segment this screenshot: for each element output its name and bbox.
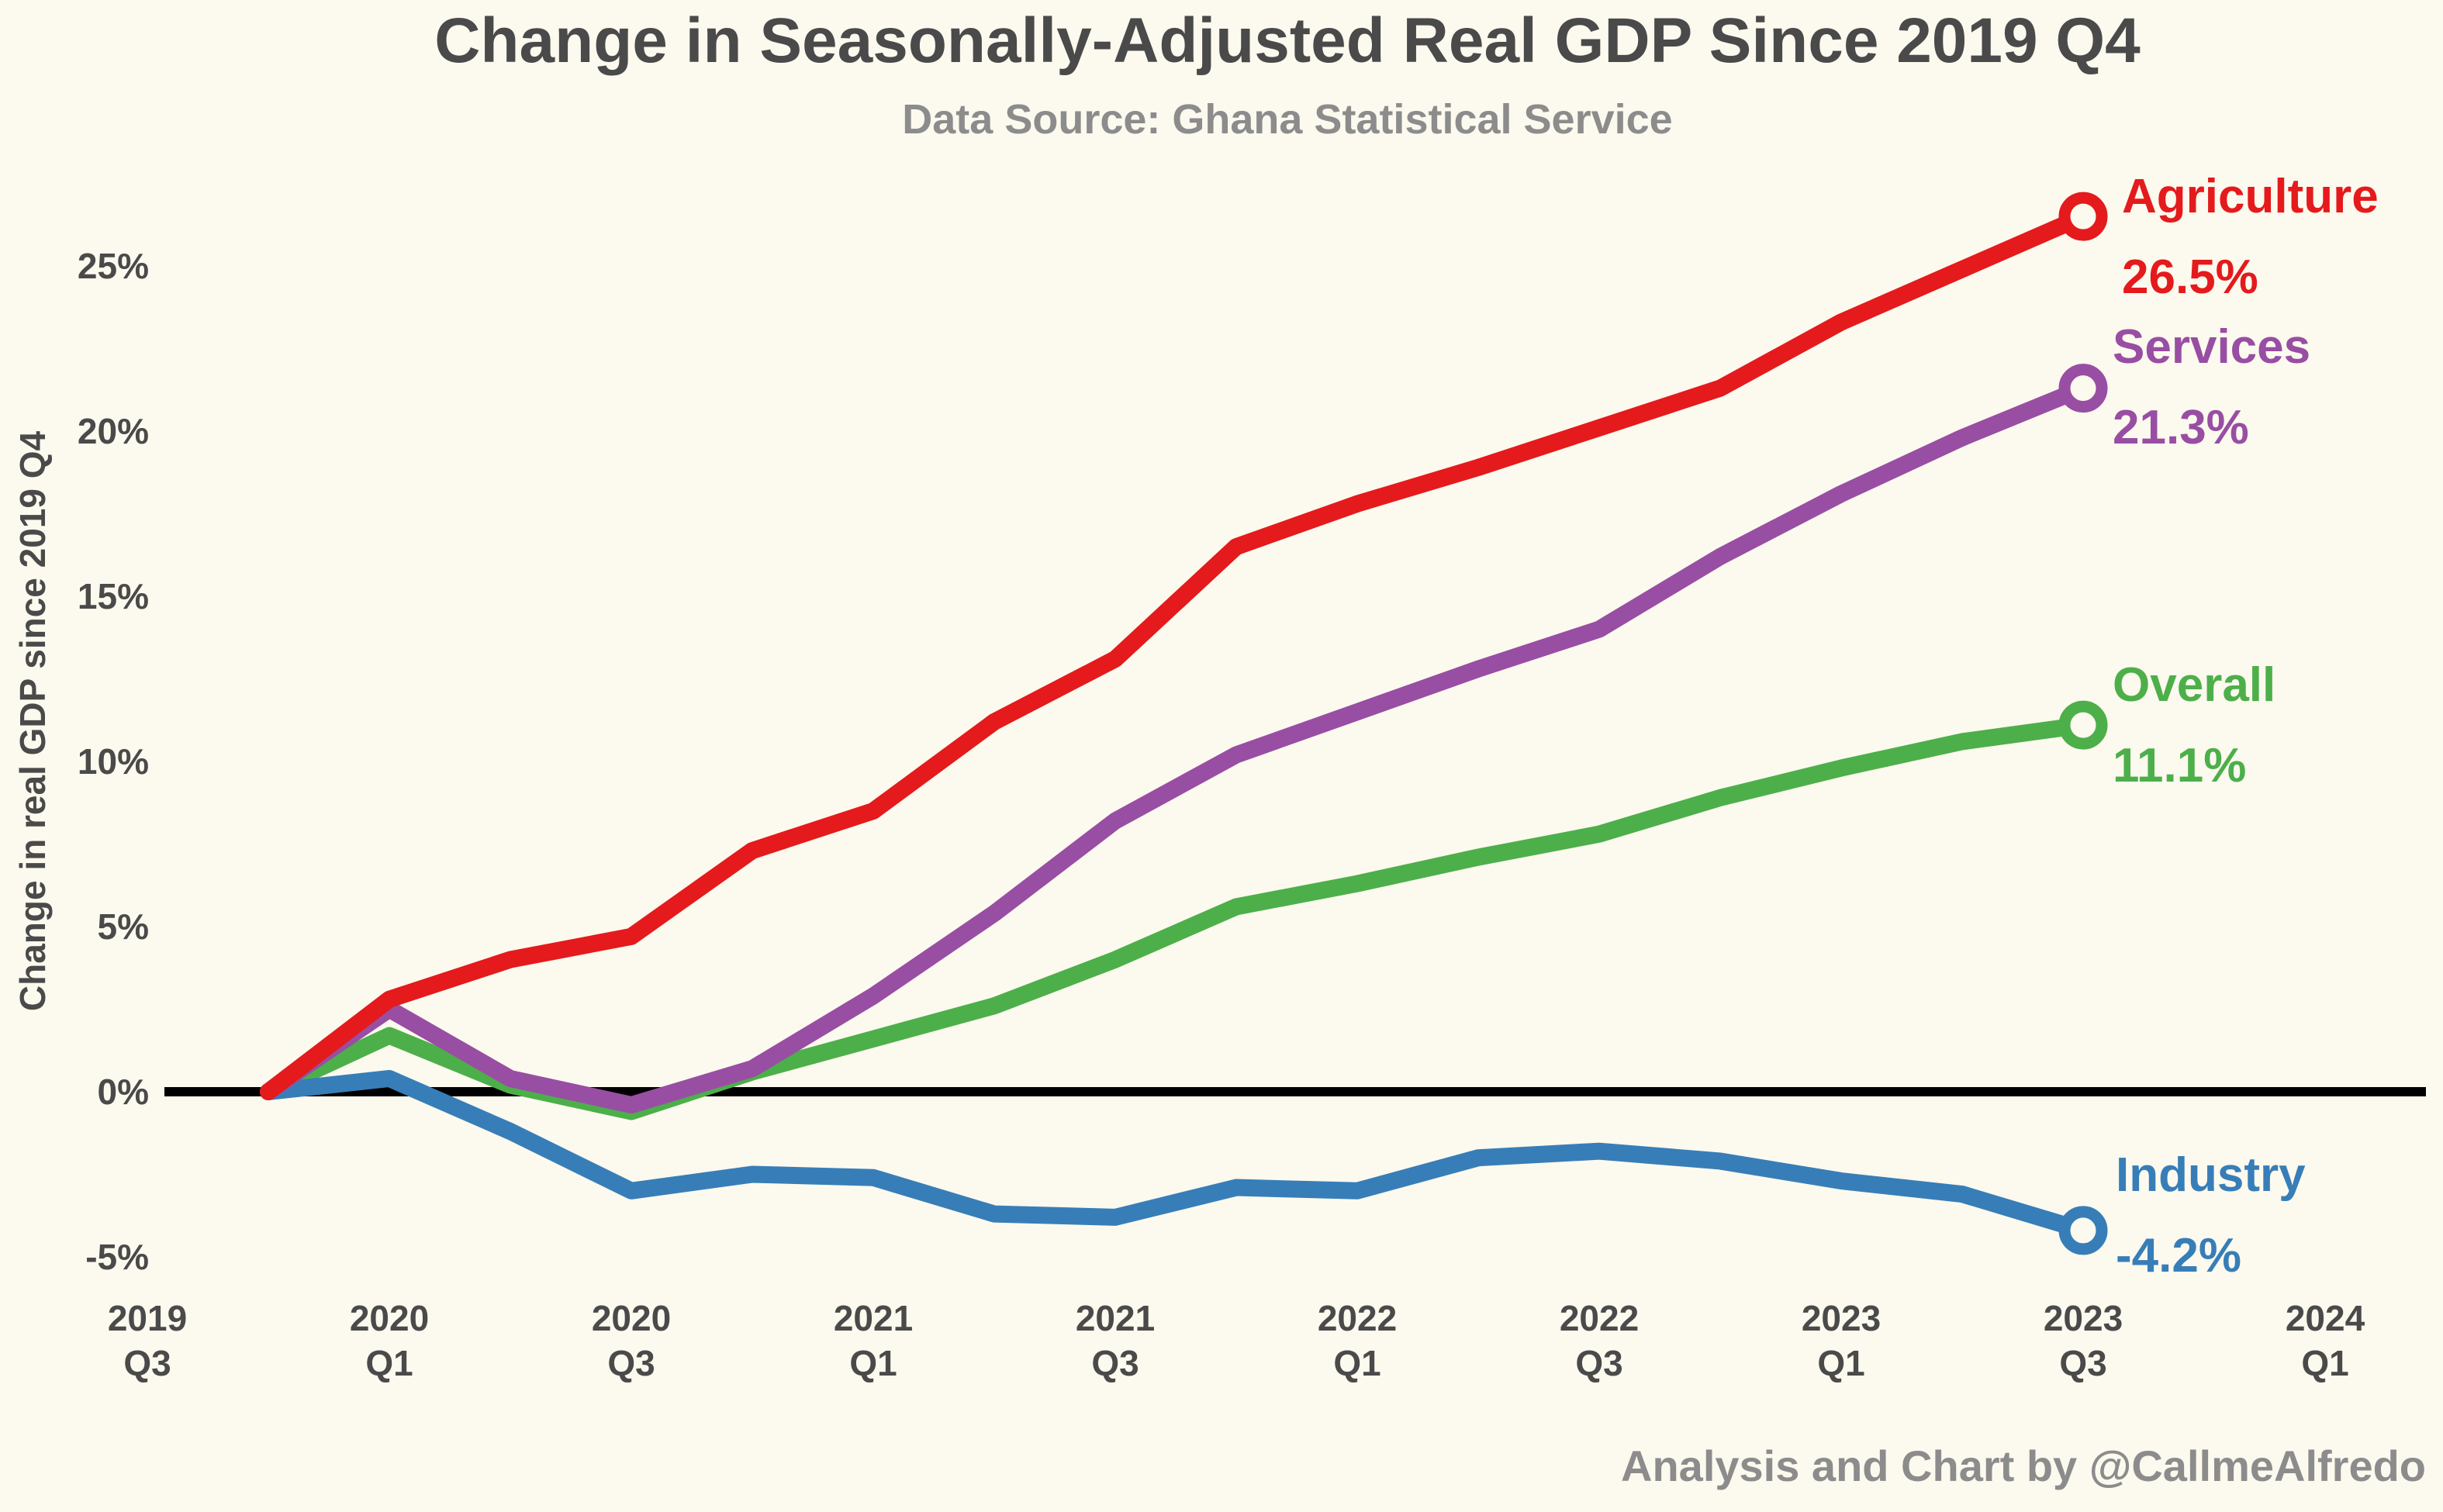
x-tick-label: 2023 Q1 <box>1802 1298 1881 1383</box>
series-line-industry <box>260 1069 2092 1239</box>
series-end-marker-services <box>2058 364 2108 413</box>
end-label-value-industry: -4.2% <box>2116 1229 2241 1282</box>
series-line-services <box>260 379 2092 1114</box>
y-axis-ticks: -5% 0% 5% 10% 15% 20% 25% <box>78 246 149 1277</box>
y-tick-label: 25% <box>78 246 149 286</box>
chart-title: Change in Seasonally-Adjusted Real GDP S… <box>434 5 2141 76</box>
x-tick-label: 2022 Q1 <box>1318 1298 1397 1383</box>
y-tick-label: 10% <box>78 741 149 782</box>
chart-subtitle: Data Source: Ghana Statistical Service <box>902 96 1672 143</box>
x-tick-label: 2024 Q1 <box>2286 1298 2365 1383</box>
end-label-value-overall: 11.1% <box>2113 739 2246 792</box>
end-label-name-agriculture: Agriculture <box>2122 170 2379 223</box>
x-tick-label: 2019 Q3 <box>108 1298 187 1383</box>
x-tick-label: 2020 Q1 <box>350 1298 429 1383</box>
series-end-marker-industry <box>2058 1206 2108 1255</box>
x-tick-label: 2021 Q1 <box>834 1298 913 1383</box>
x-axis-ticks: 2019 Q3 2020 Q1 2020 Q3 2021 Q1 2021 Q3 2022 Q1 2022… <box>108 1298 2365 1383</box>
y-tick-label: -5% <box>85 1237 149 1277</box>
y-axis-label: Change in real GDP since 2019 Q4 <box>12 430 53 1011</box>
series-end-marker-agriculture <box>2058 192 2108 241</box>
x-tick-label: 2020 Q3 <box>592 1298 671 1383</box>
y-tick-label: 20% <box>78 411 149 451</box>
end-labels: Overall 11.1% Industry -4.2% Services 21.3% Ag… <box>2113 170 2379 1282</box>
x-tick-label: 2023 Q3 <box>2044 1298 2123 1383</box>
y-tick-label: 0% <box>98 1072 149 1112</box>
y-tick-label: 15% <box>78 576 149 616</box>
series-line-agriculture <box>260 208 2092 1100</box>
x-tick-label: 2022 Q3 <box>1560 1298 1639 1383</box>
end-label-name-overall: Overall <box>2113 658 2275 712</box>
x-tick-label: 2021 Q3 <box>1076 1298 1155 1383</box>
end-label-value-agriculture: 26.5% <box>2122 250 2258 304</box>
credit-text: Analysis and Chart by @CallmeAlfredo <box>1621 1441 2426 1490</box>
series-layer <box>260 192 2108 1255</box>
end-label-name-services: Services <box>2113 320 2310 374</box>
end-label-value-services: 21.3% <box>2113 401 2249 454</box>
y-tick-label: 5% <box>98 906 149 947</box>
series-end-marker-overall <box>2058 700 2108 750</box>
end-label-name-industry: Industry <box>2116 1148 2306 1202</box>
